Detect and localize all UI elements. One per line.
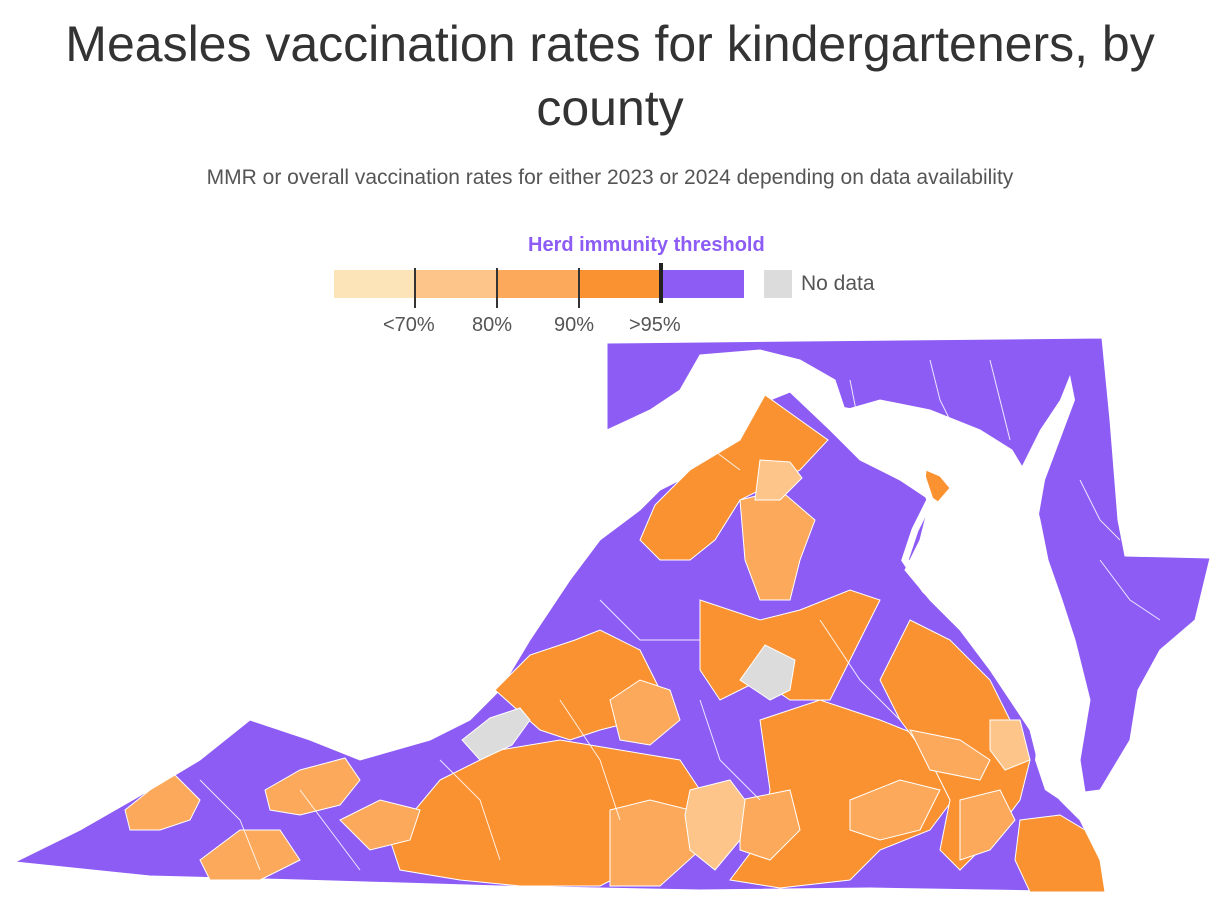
legend-tick — [578, 268, 580, 308]
chart-title: Measles vaccination rates for kindergart… — [65, 16, 1155, 136]
piedmont-counties — [739, 489, 816, 601]
herd-immunity-threshold-label: Herd immunity threshold — [528, 234, 765, 256]
color-legend: Herd immunity threshold <70% 80% 90% >95… — [0, 230, 1220, 340]
legend-swatch-80-90 — [498, 270, 580, 298]
hampton-roads-counties — [1014, 814, 1106, 893]
northern-valley-county — [754, 459, 803, 501]
potomac-river — [839, 406, 1049, 722]
legend-swatch-90-95 — [580, 270, 662, 298]
legend-no-data-swatch — [764, 270, 792, 298]
maryland-delaware-counties — [606, 337, 1211, 793]
southwest-highlands-counties — [264, 757, 361, 816]
legend-no-data-label: No data — [801, 272, 875, 295]
shenandoah-valley-counties — [639, 394, 829, 561]
legend-tick — [414, 268, 416, 308]
chart-subtitle: MMR or overall vaccination rates for eit… — [206, 166, 1014, 189]
new-river-counties — [339, 799, 421, 851]
county-boundaries — [199, 359, 1161, 871]
herd-immunity-threshold-marker — [659, 263, 663, 303]
legend-tick-label: 90% — [554, 314, 595, 336]
southwest-border-counties — [199, 829, 301, 881]
county-choropleth-map — [13, 337, 1211, 893]
no-data-county-central — [739, 644, 796, 701]
roanoke-area-counties — [609, 679, 681, 746]
southside-county — [684, 779, 746, 871]
legend-swatch-70-80 — [416, 270, 498, 298]
south-central-border-counties — [739, 789, 801, 861]
peninsula-county — [989, 719, 1031, 771]
chesapeake-area-counties — [959, 789, 1016, 861]
legend-swatches — [334, 270, 744, 298]
legend-swatch-below-70 — [334, 270, 416, 298]
legend-tick-label: >95% — [629, 314, 681, 336]
far-southwest-counties — [124, 774, 201, 831]
legend-swatch-above-95 — [662, 270, 744, 298]
legend-tick-label: 80% — [472, 314, 513, 336]
middle-peninsula-counties — [909, 729, 991, 781]
legend-tick-label: <70% — [383, 314, 435, 336]
james-river — [938, 578, 1033, 682]
no-data-county-west — [461, 707, 531, 761]
legend-tick — [496, 268, 498, 308]
chesapeake-bay — [1008, 375, 1075, 800]
eastern-southside-counties — [849, 779, 941, 841]
